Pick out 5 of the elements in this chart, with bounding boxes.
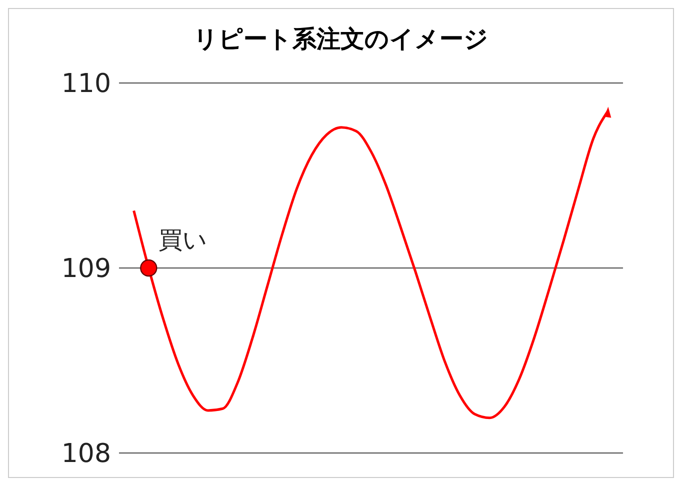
chart-title: リピート系注文のイメージ bbox=[192, 24, 490, 55]
y-tick-label: 110 bbox=[61, 69, 111, 100]
annotation: 買い bbox=[158, 226, 208, 254]
y-tick-label: 108 bbox=[61, 439, 111, 470]
y-tick-label: 109 bbox=[61, 254, 111, 284]
